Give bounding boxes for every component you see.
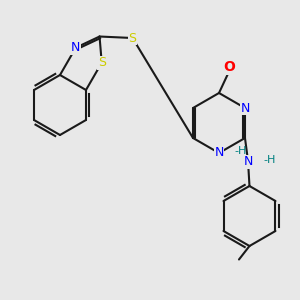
Text: O: O — [224, 60, 236, 74]
Text: N: N — [71, 41, 80, 54]
Text: -H: -H — [235, 146, 247, 156]
Text: S: S — [128, 32, 136, 44]
Text: -H: -H — [264, 154, 276, 165]
Text: N: N — [243, 155, 253, 169]
Text: S: S — [98, 56, 106, 69]
Text: N: N — [214, 146, 224, 160]
Text: N: N — [240, 101, 250, 115]
